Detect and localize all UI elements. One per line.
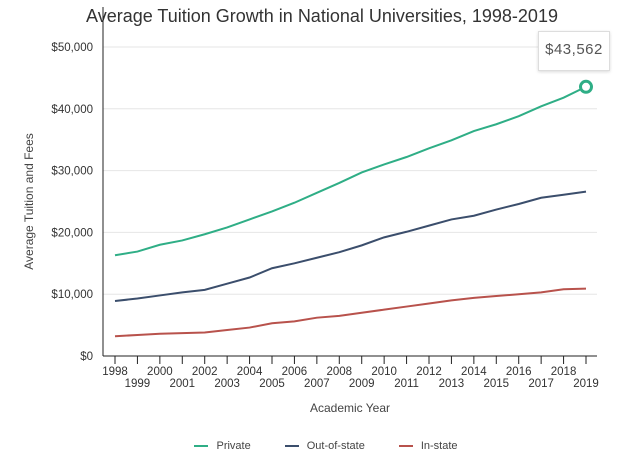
x-tick-label: 2019 — [573, 378, 599, 390]
y-tick-label: $0 — [80, 351, 93, 363]
x-tick-label: 2014 — [461, 366, 487, 378]
legend-swatch — [398, 445, 413, 447]
legend-label: Private — [216, 440, 251, 452]
y-tick-label: $40,000 — [51, 104, 93, 116]
legend-swatch — [194, 445, 209, 447]
x-tick-label: 2011 — [394, 378, 419, 390]
legend-item[interactable]: Private — [194, 440, 251, 452]
y-axis-label: Average Tuition and Fees — [22, 133, 36, 270]
y-tick-label: $20,000 — [51, 227, 93, 239]
x-tick-label: 2013 — [439, 378, 465, 390]
series-line-private — [114, 85, 587, 257]
x-tick-label: 2007 — [304, 378, 330, 390]
x-tick-label: 2012 — [416, 366, 442, 378]
y-tick-label: $30,000 — [51, 166, 93, 178]
x-tick-label: 2016 — [506, 366, 532, 378]
x-tick-label: 2006 — [282, 366, 308, 378]
x-tick-label: 2004 — [237, 366, 263, 378]
x-tick-label: 2008 — [326, 366, 352, 378]
highlighted-point — [579, 79, 593, 94]
x-tick-label: 2017 — [528, 378, 554, 390]
tooltip: $43,562 — [538, 31, 610, 71]
legend-item[interactable]: Out-of-state — [284, 440, 365, 452]
legend-swatch — [284, 445, 299, 447]
legend-item[interactable]: In-state — [398, 440, 458, 452]
legend-label: In-state — [420, 440, 458, 452]
legend-label: Out-of-state — [306, 440, 365, 452]
series-line-out-of-state — [114, 190, 587, 302]
x-tick-label: 2009 — [349, 378, 375, 390]
x-tick-label: 2001 — [169, 378, 195, 390]
x-tick-label: 1999 — [125, 378, 151, 390]
x-tick-label: 2000 — [147, 366, 173, 378]
x-tick-label: 2005 — [259, 378, 285, 390]
x-tick-label: 2010 — [371, 366, 397, 378]
chart-title: Average Tuition Growth in National Unive… — [86, 6, 558, 26]
y-tick-label: $10,000 — [51, 289, 93, 301]
x-tick-label: 2015 — [483, 378, 509, 390]
x-tick-label: 1998 — [102, 366, 128, 378]
series-line-in-state — [114, 287, 587, 338]
x-axis-label: Academic Year — [310, 401, 390, 415]
legend: Private Out-of-state In-state — [0, 440, 644, 452]
x-tick-label: 2018 — [551, 366, 577, 378]
x-tick-label: 2003 — [214, 378, 240, 390]
y-tick-label: $50,000 — [51, 42, 93, 54]
x-tick-label: 2002 — [192, 366, 218, 378]
